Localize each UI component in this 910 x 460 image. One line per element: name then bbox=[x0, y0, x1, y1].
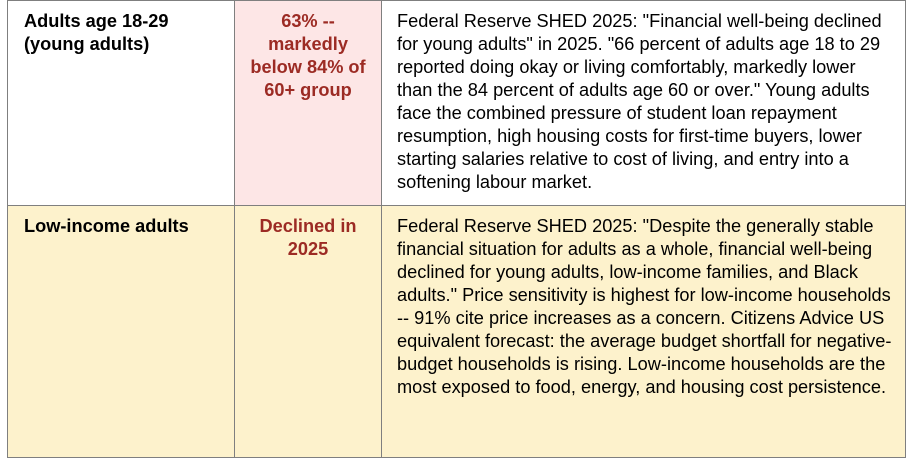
group-cell: Adults age 18-29 (young adults) bbox=[7, 0, 235, 206]
table-row: Adults age 18-29 (young adults) 63% -- m… bbox=[7, 0, 906, 206]
detail-cell: Federal Reserve SHED 2025: "Despite the … bbox=[381, 205, 906, 458]
findings-table: Adults age 18-29 (young adults) 63% -- m… bbox=[7, 0, 906, 458]
stat-cell: 63% -- markedly below 84% of 60+ group bbox=[234, 0, 382, 206]
stat-cell: Declined in 2025 bbox=[234, 205, 382, 458]
table-row: Low-income adults Declined in 2025 Feder… bbox=[7, 205, 906, 458]
detail-cell: Federal Reserve SHED 2025: "Financial we… bbox=[381, 0, 906, 206]
group-cell: Low-income adults bbox=[7, 205, 235, 458]
